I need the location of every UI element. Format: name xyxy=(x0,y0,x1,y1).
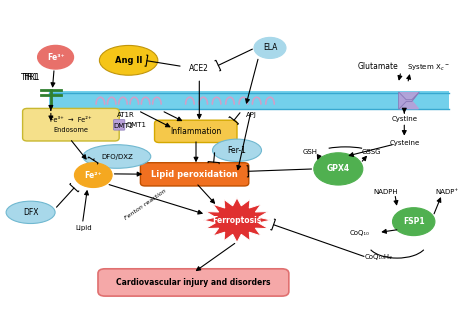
Text: Endosome: Endosome xyxy=(54,127,88,133)
FancyBboxPatch shape xyxy=(23,108,119,141)
Bar xyxy=(48,91,449,110)
Text: CoQ₁₀H₂: CoQ₁₀H₂ xyxy=(365,254,392,260)
Text: Glutamate: Glutamate xyxy=(358,62,399,71)
Text: APJ: APJ xyxy=(246,112,256,118)
Text: GPX4: GPX4 xyxy=(327,164,350,173)
Text: DMT1: DMT1 xyxy=(113,123,133,129)
Ellipse shape xyxy=(6,201,55,223)
Text: ACE2: ACE2 xyxy=(190,64,209,73)
Text: Cardiovascular injury and disorders: Cardiovascular injury and disorders xyxy=(116,278,271,287)
Text: AT1R: AT1R xyxy=(118,112,135,118)
Text: Ang II: Ang II xyxy=(115,56,142,65)
Polygon shape xyxy=(400,93,419,100)
Circle shape xyxy=(74,163,112,187)
Text: CoQ₁₀: CoQ₁₀ xyxy=(350,229,369,235)
Text: Fer-1: Fer-1 xyxy=(228,146,246,155)
FancyBboxPatch shape xyxy=(114,120,125,130)
Text: NADP⁺: NADP⁺ xyxy=(435,189,458,195)
Text: Lipid: Lipid xyxy=(75,225,92,231)
Ellipse shape xyxy=(100,45,158,75)
Ellipse shape xyxy=(83,145,151,168)
Text: Fe³⁺  →  Fe²⁺: Fe³⁺ → Fe²⁺ xyxy=(50,117,91,123)
Polygon shape xyxy=(400,102,419,109)
Text: Inflammation: Inflammation xyxy=(170,127,221,136)
Text: GSSG: GSSG xyxy=(362,149,381,155)
Circle shape xyxy=(314,153,363,185)
FancyBboxPatch shape xyxy=(155,120,237,142)
Text: Lipid peroxidation: Lipid peroxidation xyxy=(151,170,238,179)
Circle shape xyxy=(392,208,435,236)
Text: Fenton reaction: Fenton reaction xyxy=(123,188,167,221)
FancyBboxPatch shape xyxy=(98,269,289,296)
Text: Cystine: Cystine xyxy=(391,116,417,122)
Text: NADPH: NADPH xyxy=(373,189,398,195)
Ellipse shape xyxy=(212,139,262,162)
Text: FSP1: FSP1 xyxy=(403,217,425,226)
Text: Cysteine: Cysteine xyxy=(389,140,419,146)
Text: TfR1: TfR1 xyxy=(21,73,38,82)
Text: ELA: ELA xyxy=(263,44,277,52)
Circle shape xyxy=(37,45,73,69)
Text: DMT1: DMT1 xyxy=(126,121,146,127)
Circle shape xyxy=(254,37,286,59)
Text: GSH: GSH xyxy=(302,149,318,155)
Text: Ferroptosis: Ferroptosis xyxy=(212,216,262,225)
Text: Fe³⁺: Fe³⁺ xyxy=(47,53,64,62)
Text: Fe²⁺: Fe²⁺ xyxy=(84,171,102,180)
Polygon shape xyxy=(399,92,419,109)
FancyBboxPatch shape xyxy=(140,163,249,186)
Polygon shape xyxy=(203,198,271,243)
Text: DFX: DFX xyxy=(23,208,38,217)
Text: TfR1: TfR1 xyxy=(23,73,41,82)
Text: System X$_c$$^-$: System X$_c$$^-$ xyxy=(407,63,449,73)
Text: DFO/DXZ: DFO/DXZ xyxy=(101,153,133,160)
